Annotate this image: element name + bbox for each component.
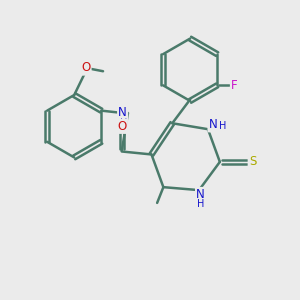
Text: F: F [231,79,238,92]
Text: H: H [219,121,226,130]
Text: H: H [119,118,127,128]
Text: H: H [197,199,204,209]
Text: N: N [196,188,205,201]
Text: N: N [208,118,217,131]
Text: O: O [81,61,90,74]
Text: N: N [118,106,127,119]
Text: S: S [249,155,256,168]
Text: O: O [117,120,126,133]
